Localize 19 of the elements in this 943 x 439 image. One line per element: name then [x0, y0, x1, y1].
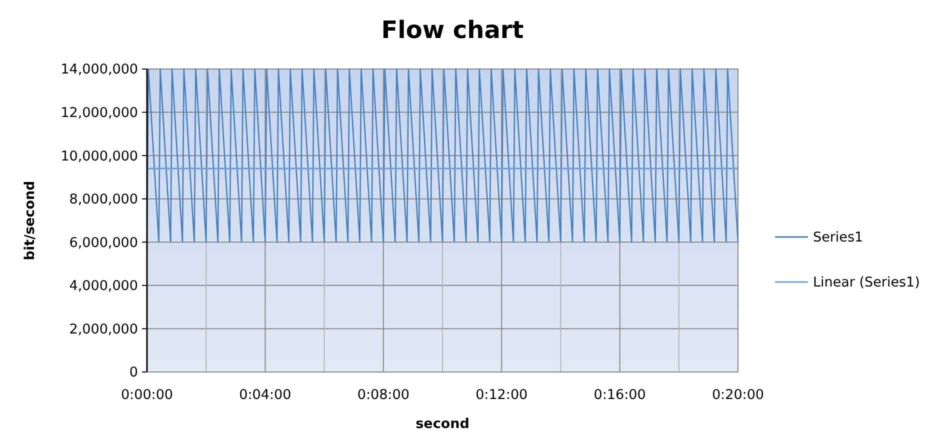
x-tick-label: 0:08:00: [357, 387, 410, 403]
y-tick-label: 8,000,000: [69, 192, 138, 208]
x-tick-label: 0:20:00: [712, 387, 764, 403]
legend-label: Linear (Series1): [813, 274, 920, 291]
y-tick-label: 10,000,000: [60, 148, 138, 164]
x-axis-title: second: [416, 416, 470, 432]
y-axis-title: bit/second: [22, 180, 38, 260]
y-tick-label: 4,000,000: [69, 278, 138, 294]
y-tick-label: 14,000,000: [60, 62, 138, 78]
x-tick-label: 0:04:00: [239, 387, 292, 403]
y-tick-label: 2,000,000: [69, 321, 138, 338]
chart-title: Flow chart: [381, 16, 524, 44]
x-tick-label: 0:00:00: [120, 387, 174, 403]
x-tick-label: 0:16:00: [594, 387, 646, 403]
y-tick-label: 12,000,000: [60, 105, 138, 122]
legend-label: Series1: [813, 230, 864, 246]
x-tick-label: 0:12:00: [476, 387, 528, 403]
y-tick-label: 0: [129, 364, 138, 381]
y-tick-label: 6,000,000: [69, 234, 138, 251]
